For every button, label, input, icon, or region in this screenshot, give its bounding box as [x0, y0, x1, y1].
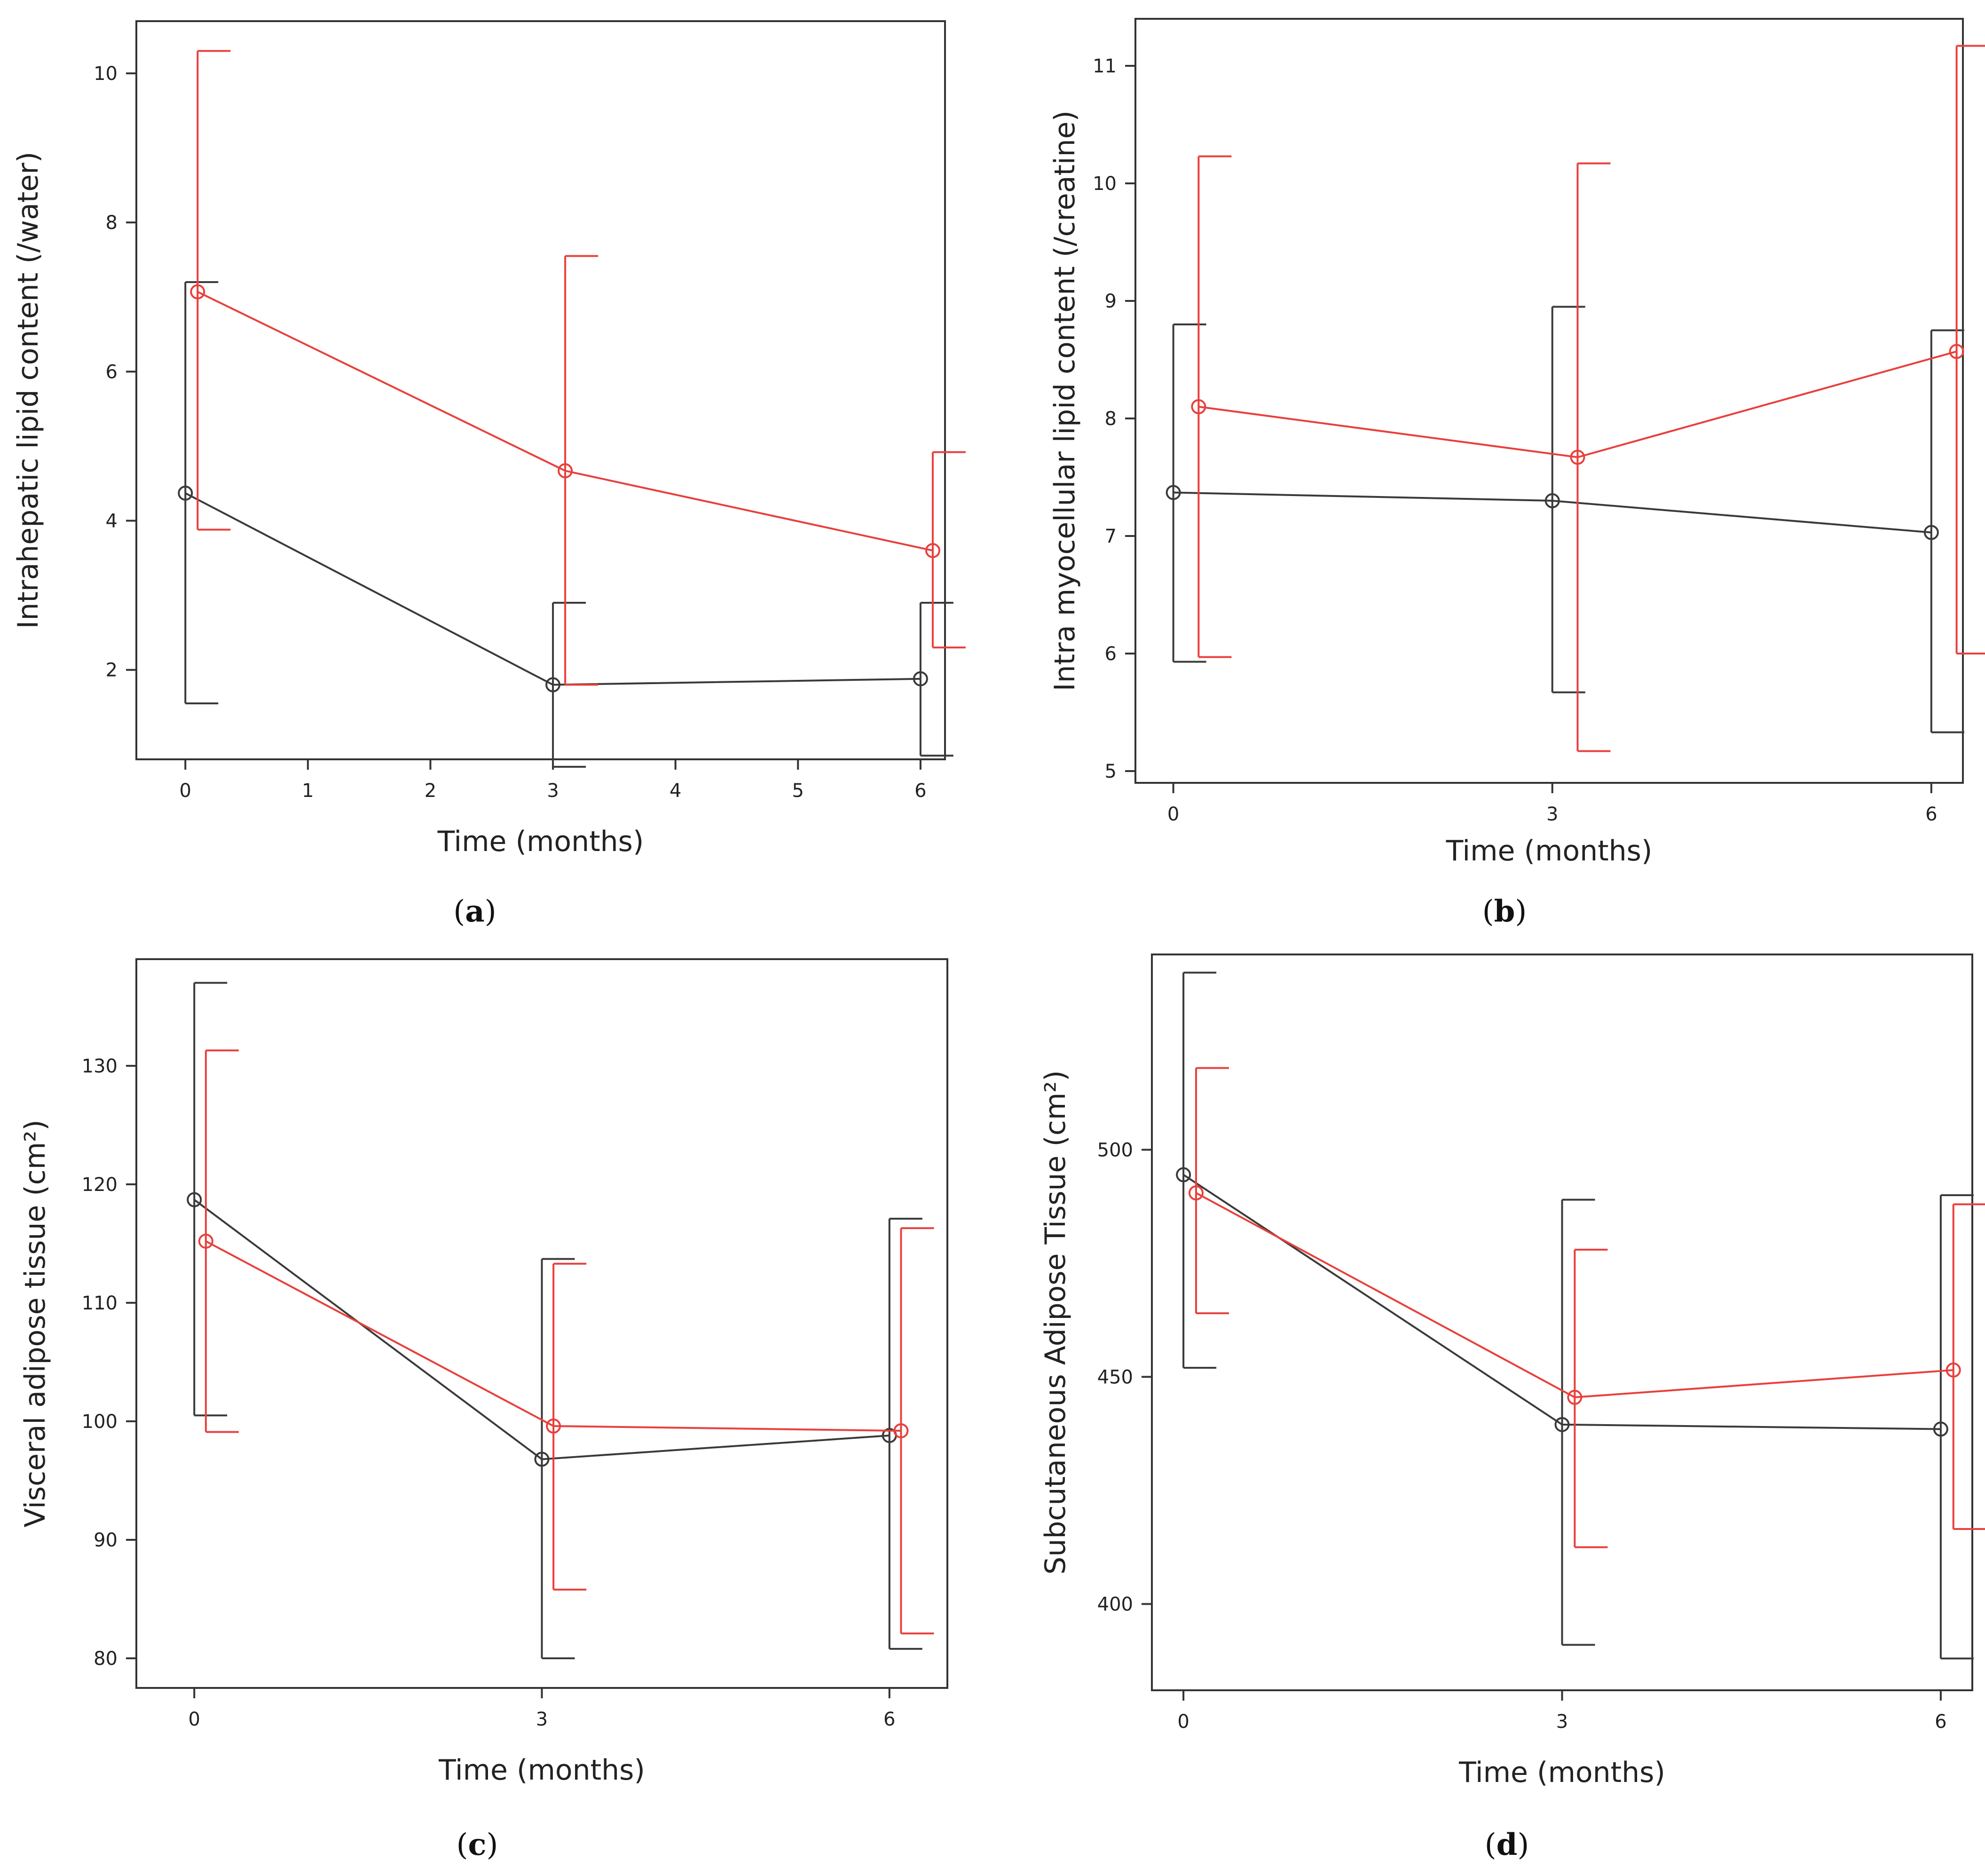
x-tick-label: 0 [180, 780, 191, 802]
y-tick-label: 9 [1105, 291, 1117, 312]
panel-label: (b) [1482, 894, 1527, 929]
y-tick-label: 100 [82, 1411, 118, 1433]
y-tick-label: 11 [1093, 55, 1117, 77]
y-axis-title: Subcutaneous Adipose Tissue (cm²) [1039, 1070, 1072, 1575]
x-tick-label: 6 [883, 1709, 895, 1730]
data-point-red [198, 1233, 213, 1249]
data-point-red [1567, 1389, 1583, 1405]
y-tick-label: 10 [94, 63, 118, 85]
data-point-red [925, 543, 940, 558]
y-tick-label: 90 [94, 1529, 118, 1551]
data-point-red [893, 1423, 909, 1439]
panel-d: 0 3 6 400 450 500 Time (months) Subcutaneous Ad… [1039, 954, 1985, 1862]
y-tick-label: 450 [1097, 1366, 1133, 1388]
data-point-red [1946, 1362, 1961, 1378]
data-point-black [1554, 1417, 1570, 1432]
data-point-black [913, 671, 928, 686]
x-axis-title: Time (months) [1458, 1756, 1665, 1789]
data-point-red [1570, 449, 1585, 465]
data-point-red [1949, 344, 1964, 359]
x-tick-label: 4 [670, 780, 681, 802]
x-tick-label: 3 [1546, 804, 1558, 825]
x-tick-label: 1 [302, 780, 314, 802]
y-tick-label: 400 [1097, 1593, 1133, 1615]
data-point-red [1188, 1185, 1204, 1201]
y-tick-label: 6 [1105, 643, 1117, 665]
y-tick-label: 7 [1105, 526, 1117, 547]
x-tick-label: 6 [914, 780, 926, 802]
y-tick-label: 10 [1093, 173, 1117, 195]
x-axis-title: Time (months) [437, 825, 644, 858]
y-tick-label: 5 [1105, 761, 1117, 782]
panel-label: (a) [453, 894, 496, 929]
x-tick-label: 2 [425, 780, 436, 802]
panel-letter: b [1494, 894, 1515, 929]
data-point-black [178, 485, 193, 501]
panel-letter: c [468, 1827, 487, 1862]
data-point-red [190, 284, 205, 300]
data-point-black [1166, 485, 1181, 500]
y-axis-title: Visceral adipose tissue (cm²) [19, 1119, 52, 1527]
data-point-black [1544, 493, 1560, 508]
y-tick-label: 4 [106, 511, 118, 532]
x-tick-label: 3 [536, 1709, 548, 1730]
data-point-black [187, 1192, 202, 1207]
panel-letter: d [1497, 1827, 1518, 1862]
x-tick-label: 0 [188, 1709, 200, 1730]
data-point-red [558, 463, 573, 479]
y-tick-label: 2 [106, 660, 118, 681]
data-point-black [1933, 1421, 1948, 1437]
y-axis-title: Intra myocellular lipid content (/creati… [1048, 110, 1081, 691]
y-tick-label: 8 [106, 212, 118, 234]
data-point-black [545, 677, 561, 693]
panel-letter: a [465, 894, 484, 929]
panel-c: 0 3 6 80 90 100 110 120 130 Time (months) Visceral… [19, 958, 948, 1862]
y-axis-title: Intrahepatic lipid content (/water) [12, 152, 45, 629]
y-tick-label: 130 [82, 1056, 118, 1077]
panel-label: (d) [1485, 1827, 1529, 1862]
x-tick-label: 0 [1177, 1711, 1189, 1733]
y-tick-label: 110 [82, 1293, 118, 1314]
data-point-black [1176, 1167, 1191, 1182]
y-tick-label: 6 [106, 361, 118, 383]
data-point-black [534, 1451, 550, 1467]
x-axis-title: Time (months) [1446, 835, 1653, 867]
data-point-red [1191, 399, 1206, 414]
y-tick-label: 500 [1097, 1139, 1133, 1161]
x-axis-title: Time (months) [438, 1754, 645, 1787]
panel-a: 0 1 2 3 4 5 6 2 4 6 8 10 Time (months) Intrahepatic l… [12, 20, 966, 929]
x-tick-label: 6 [1935, 1711, 1946, 1733]
x-tick-label: 0 [1167, 804, 1179, 825]
y-tick-label: 8 [1105, 408, 1117, 430]
x-tick-label: 3 [1556, 1711, 1568, 1733]
panel-label: (c) [457, 1827, 498, 1862]
data-point-red [546, 1419, 561, 1434]
y-tick-label: 80 [94, 1648, 118, 1670]
panel-b: 0 3 6 5 6 7 8 9 10 11 Time (months) Intra myocellul… [1048, 18, 1985, 929]
x-tick-label: 5 [792, 780, 804, 802]
x-tick-label: 6 [1925, 804, 1937, 825]
data-point-black [1923, 525, 1939, 540]
plot-frame [1134, 18, 1964, 784]
y-tick-label: 120 [82, 1174, 118, 1196]
x-tick-label: 3 [547, 780, 559, 802]
plot-frame [135, 20, 946, 760]
